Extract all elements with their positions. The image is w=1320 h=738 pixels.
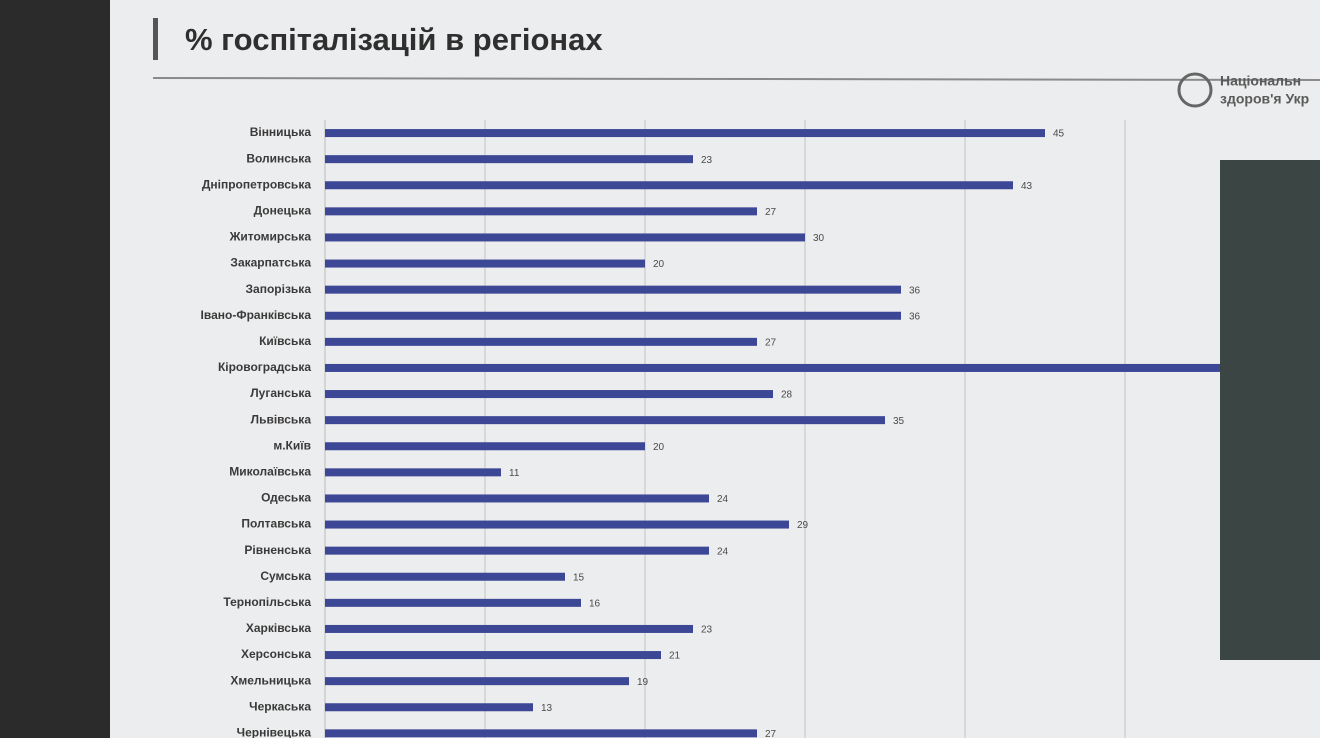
y-tick-label: Черкаська	[249, 699, 311, 713]
data-label: 27	[765, 337, 777, 348]
y-tick-label: Запорізька	[246, 282, 312, 296]
bar	[325, 285, 901, 294]
y-tick-label: Волинська	[246, 151, 311, 165]
y-tick-label: Івано-Франківська	[201, 308, 312, 322]
bar	[325, 129, 1045, 138]
y-tick-label: Рівненська	[244, 543, 311, 557]
logo-text: здоров'я Укр	[1220, 91, 1309, 107]
data-label: 16	[589, 598, 601, 609]
bar	[325, 259, 645, 268]
y-tick-label: Луганська	[250, 386, 311, 400]
data-label: 21	[669, 651, 681, 662]
chart-title: % госпіталізацій в регіонах	[185, 22, 603, 57]
y-tick-label: Сумська	[260, 569, 311, 583]
monitor-bezel	[0, 0, 110, 738]
y-tick-label: Миколаївська	[229, 465, 311, 479]
bar	[325, 494, 709, 503]
bar	[325, 311, 901, 320]
plot: Вінницька 45 Волинська 23 Дніпропетровська 43…	[201, 120, 1220, 738]
bar	[325, 181, 1013, 190]
data-label: 30	[813, 233, 825, 244]
y-tick-label: Київська	[259, 334, 311, 348]
data-label: 15	[573, 572, 585, 583]
y-tick-label: м.Київ	[273, 438, 311, 452]
header-rule	[152, 77, 1320, 81]
data-label: 35	[893, 416, 905, 427]
data-label: 23	[701, 625, 713, 636]
data-label: 20	[653, 259, 665, 270]
y-tick-label: Львівська	[251, 412, 312, 426]
data-label: 27	[765, 207, 777, 218]
data-label: 11	[509, 468, 520, 479]
data-label: 20	[653, 442, 665, 453]
bar	[325, 677, 629, 686]
bar	[325, 337, 757, 346]
bar	[325, 703, 533, 712]
bar	[325, 416, 885, 425]
data-label: 36	[909, 311, 921, 322]
bar	[325, 624, 693, 633]
data-label: 27	[765, 729, 777, 738]
bar	[325, 390, 773, 399]
data-label: 45	[1053, 129, 1065, 140]
data-label: 13	[541, 703, 553, 714]
bar	[325, 233, 805, 242]
y-tick-label: Донецька	[254, 204, 312, 218]
y-tick-label: Тернопільська	[223, 595, 311, 609]
bar	[325, 520, 789, 529]
y-tick-label: Закарпатська	[230, 256, 311, 270]
side-image	[1220, 160, 1320, 660]
bar	[325, 546, 709, 555]
data-label: 43	[1021, 181, 1033, 192]
y-tick-label: Дніпропетровська	[202, 177, 311, 191]
bar	[325, 155, 693, 164]
y-tick-label: Херсонська	[241, 647, 311, 661]
data-label: 23	[701, 155, 713, 166]
data-label: 36	[909, 285, 921, 296]
y-tick-label: Хмельницька	[230, 673, 311, 687]
logo-icon	[1177, 72, 1213, 108]
data-label: 24	[717, 546, 729, 557]
data-label: 28	[781, 390, 793, 401]
y-tick-label: Харківська	[246, 621, 311, 635]
data-label: 29	[797, 520, 809, 531]
data-label: 19	[637, 677, 649, 688]
bar	[325, 598, 581, 607]
y-tick-label: Вінницька	[250, 125, 312, 139]
y-tick-label: Кіровоградська	[218, 360, 311, 374]
bar	[325, 442, 645, 451]
bar	[325, 207, 757, 216]
bar	[325, 468, 501, 477]
logo-text: Національн	[1220, 73, 1301, 89]
data-label: 24	[717, 494, 729, 505]
bar	[325, 363, 1220, 372]
y-tick-label: Житомирська	[229, 230, 312, 244]
bar	[325, 651, 661, 660]
y-tick-label: Полтавська	[241, 517, 311, 531]
y-tick-label: Чернівецька	[237, 726, 312, 738]
y-tick-label: Одеська	[261, 491, 311, 505]
bar	[325, 572, 565, 581]
bar	[325, 729, 757, 738]
title-accent	[153, 18, 158, 60]
